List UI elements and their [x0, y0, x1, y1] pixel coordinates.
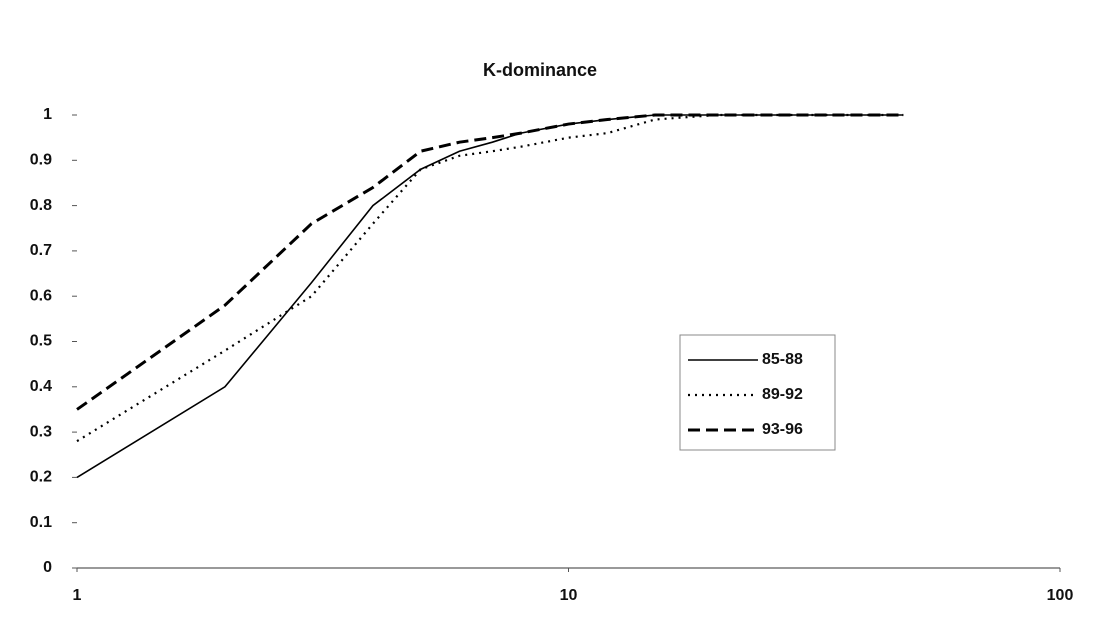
y-tick-label: 0.2 — [30, 469, 52, 486]
legend-box — [679, 334, 836, 451]
legend-label: 89-92 — [762, 386, 803, 403]
y-tick-label: 0.1 — [30, 514, 52, 531]
line-series — [76, 113, 904, 411]
line-series — [76, 114, 904, 479]
y-tick-label: 0.9 — [30, 152, 52, 169]
x-tick-label: 1 — [73, 587, 82, 604]
y-tick-label: 1 — [43, 106, 52, 123]
chart-title: K-dominance — [483, 60, 597, 80]
y-tick-label: 0 — [43, 559, 52, 576]
legend-label: 93-96 — [762, 421, 803, 438]
y-tick-label: 0.7 — [30, 242, 52, 259]
x-tick-label: 100 — [1047, 587, 1074, 604]
y-tick-label: 0.8 — [30, 197, 52, 214]
legend-label: 85-88 — [762, 351, 803, 368]
y-tick-label: 0.5 — [30, 333, 52, 350]
y-tick-label: 0.4 — [30, 378, 52, 395]
y-tick-label: 0.3 — [30, 423, 52, 440]
y-tick-label: 0.6 — [30, 287, 52, 304]
x-tick-label: 10 — [560, 587, 578, 604]
